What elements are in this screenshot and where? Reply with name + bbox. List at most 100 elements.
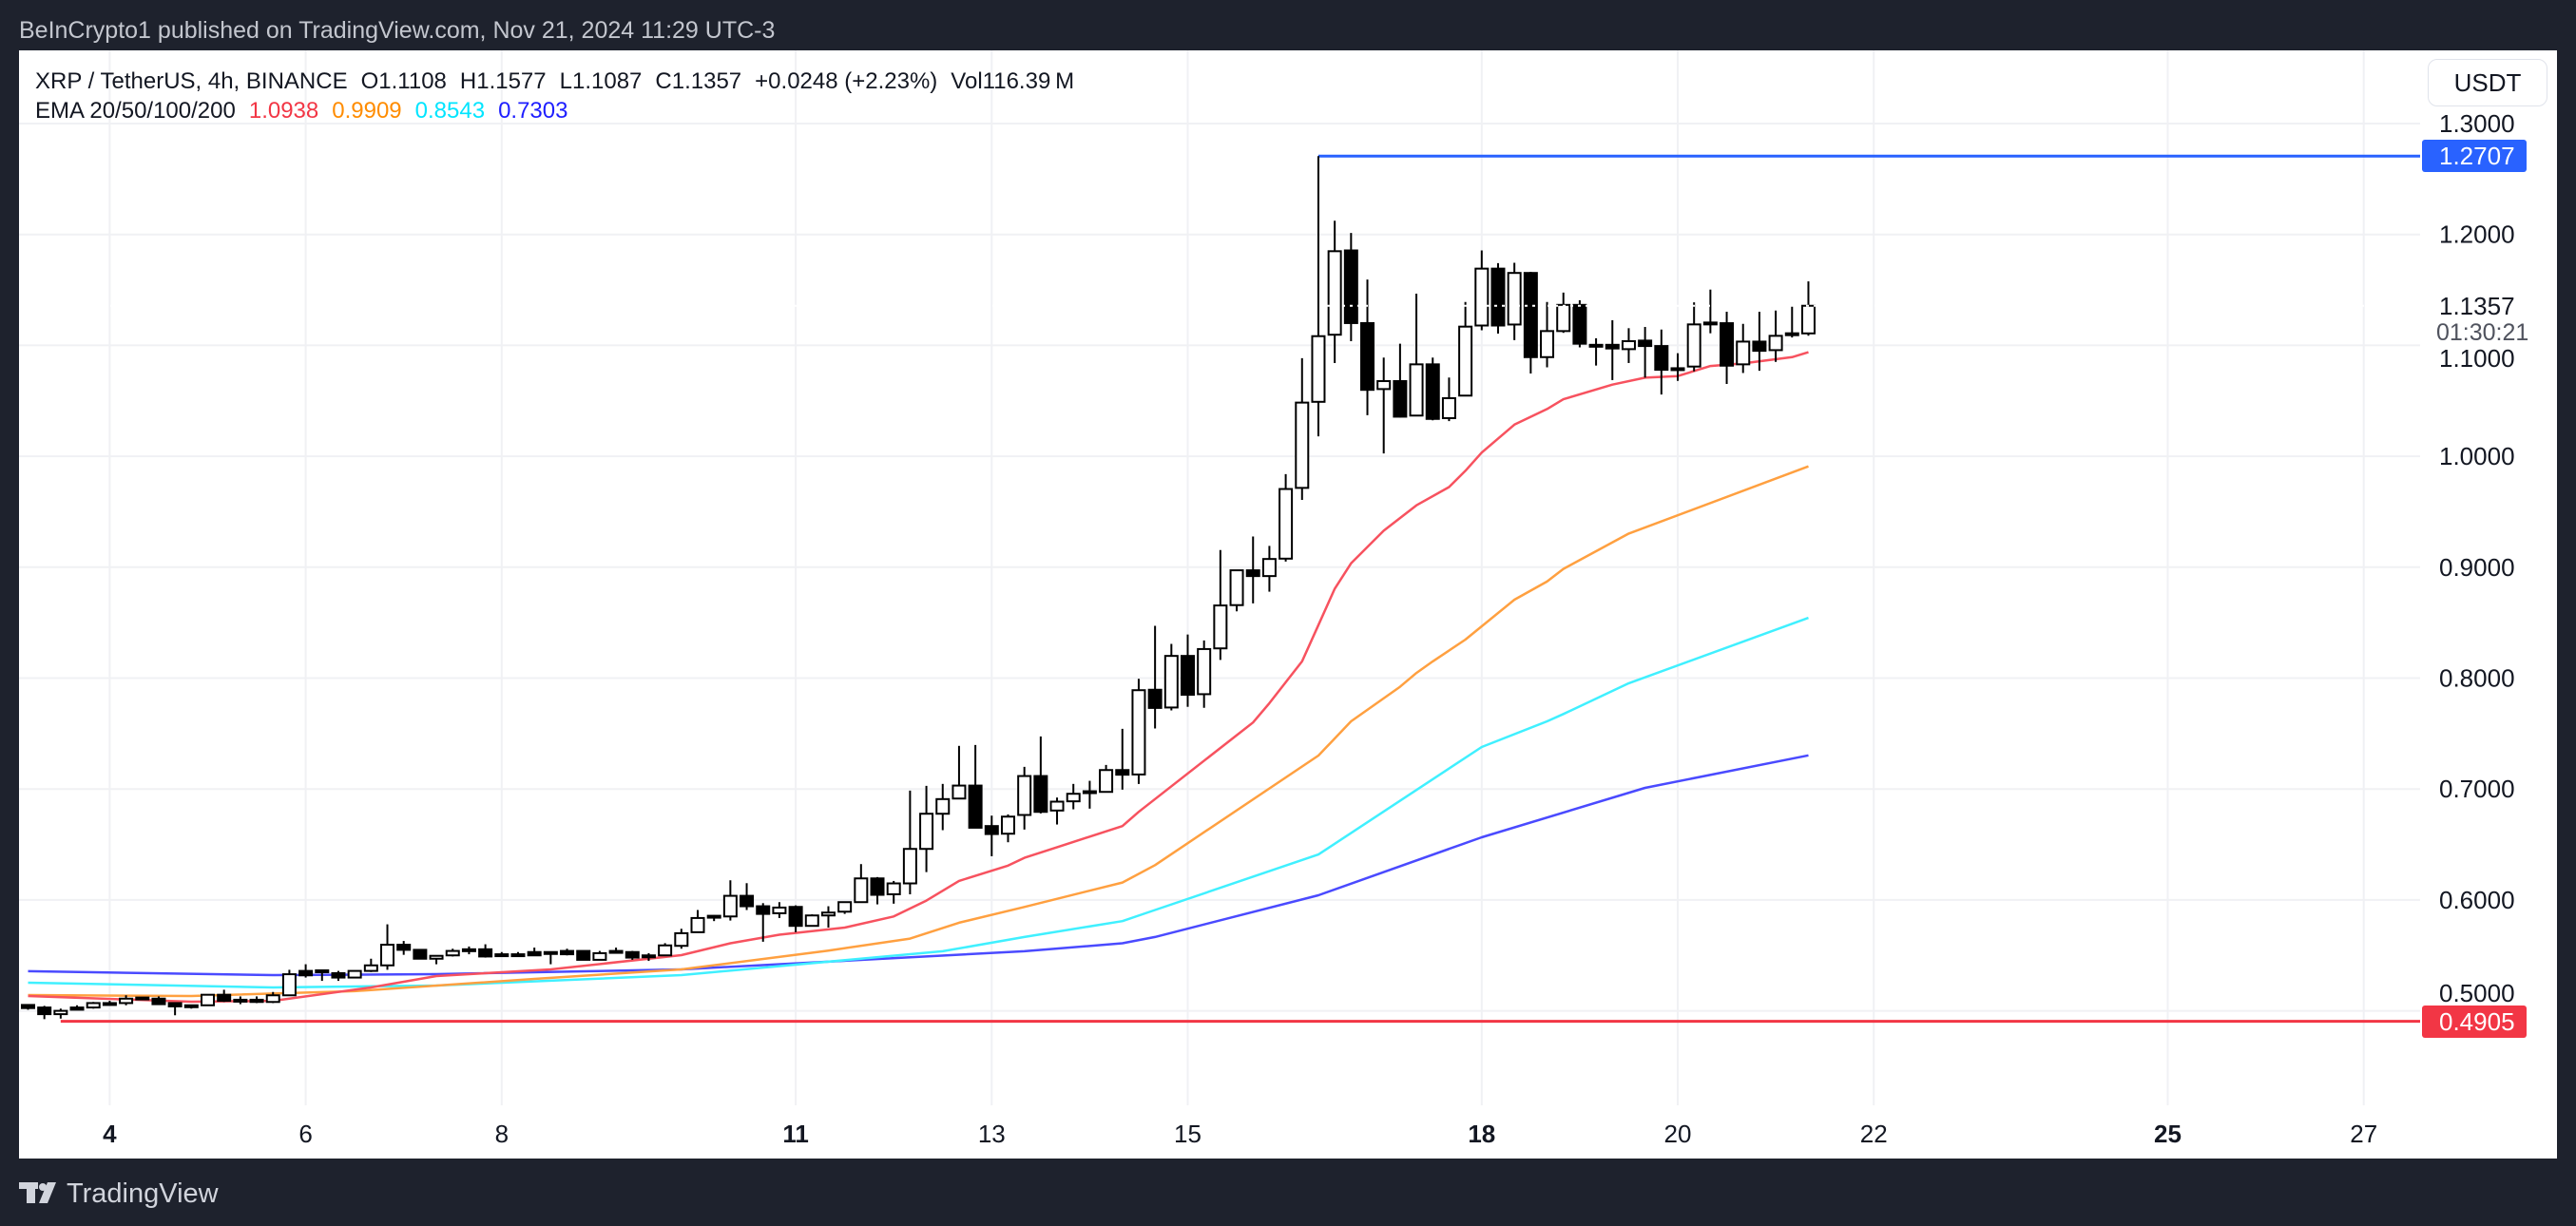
date-tick-label: 8 (495, 1120, 509, 1148)
tradingview-logo[interactable]: TradingView (67, 1178, 219, 1210)
candle-body-up (445, 949, 460, 957)
date-tick-label: 27 (2350, 1120, 2377, 1148)
candle (347, 969, 362, 979)
date-tick-label: 11 (782, 1120, 809, 1148)
ema-50-value: 0.9909 (332, 98, 402, 124)
candle (461, 946, 476, 955)
candle (952, 745, 967, 800)
candle-body-down (1181, 655, 1195, 697)
candle-body-down (968, 784, 983, 829)
candle (1327, 220, 1342, 363)
candle-body-up (1507, 272, 1522, 326)
candle (1638, 327, 1653, 378)
candle-body-down (151, 997, 166, 1006)
candle-body-down (1638, 339, 1653, 348)
candle-body-up (820, 911, 836, 917)
date-tick-label: 15 (1174, 1120, 1201, 1148)
candle (1507, 262, 1522, 340)
candle-body-down (1245, 569, 1260, 578)
ema-legend[interactable]: EMA 20/50/100/200 1.0938 0.9909 0.8543 0… (35, 98, 567, 125)
candle (167, 1002, 183, 1016)
candle (1033, 736, 1048, 814)
candle-body-down (1343, 249, 1358, 324)
candle (1000, 814, 1015, 843)
candle-body-down (298, 969, 314, 977)
ema-200-value: 0.7303 (498, 98, 568, 124)
candle (1229, 569, 1244, 612)
candle-body-down (788, 906, 803, 928)
candle-body-down (413, 948, 428, 960)
candle-body-up (1163, 655, 1179, 709)
currency-button[interactable]: USDT (2428, 59, 2547, 106)
candle (233, 996, 248, 1005)
candle (1393, 343, 1408, 418)
candle (69, 1005, 85, 1011)
candle (1017, 766, 1032, 830)
candle-body-down (217, 993, 232, 1003)
candle-body-up (1702, 321, 1718, 326)
support-price-label: 0.4905 (2439, 1007, 2515, 1036)
candle-body-up (935, 797, 951, 815)
candle-body-up (1621, 339, 1636, 351)
candle-body-up (1736, 340, 1751, 366)
candle (396, 941, 412, 955)
candle-body-up (722, 894, 738, 918)
candle-body-down (249, 998, 264, 1004)
candle (722, 880, 738, 921)
candle (756, 903, 771, 942)
candle (201, 993, 215, 1006)
candle (265, 991, 280, 1004)
candle (820, 906, 836, 928)
last-price-label: 1.1357 (2439, 292, 2515, 320)
candle-body-down (560, 949, 575, 956)
candle (837, 901, 853, 914)
candle-body-down (331, 971, 346, 979)
ema-lines (28, 351, 1809, 1004)
candle-body-up (53, 1009, 68, 1016)
symbol-legend[interactable]: XRP / TetherUS, 4h, BINANCE O1.1108 H1.1… (35, 68, 1074, 95)
candle (1621, 328, 1636, 363)
candle (641, 952, 656, 962)
candle-body-down (1720, 322, 1735, 367)
candle-body-down (527, 950, 542, 957)
ema-20-line (28, 351, 1809, 1004)
candle (315, 969, 330, 982)
ohlc-volume: Vol116.39 M (951, 68, 1075, 94)
candle-body-up (1213, 604, 1228, 650)
time-axis[interactable]: 4 6 8 11 13 15 18 20 22 25 27 (103, 1120, 2377, 1148)
candle-body-up (265, 994, 280, 1004)
candle (935, 783, 951, 831)
publish-info: BeInCrypto1 published on TradingView.com… (19, 17, 776, 44)
candle-body-down (1393, 379, 1408, 418)
candle-body-down (1033, 775, 1048, 814)
candle (217, 989, 232, 1003)
candle-body-up (201, 993, 215, 1006)
price-tick-label: 0.8000 (2439, 664, 2515, 693)
candle-body-up (1049, 800, 1065, 812)
candle-body-up (674, 931, 689, 948)
price-tick-label: 0.5000 (2439, 979, 2515, 1007)
candle-body-down (1523, 272, 1538, 358)
candle-body-up (1000, 815, 1015, 835)
resistance-price-label: 1.2707 (2439, 142, 2515, 170)
candle (429, 954, 444, 965)
ohlc-open: O1.1108 (360, 68, 447, 94)
candle (1376, 357, 1392, 454)
candle-body-down (37, 1006, 52, 1016)
candle-body-up (1066, 793, 1081, 803)
bar-countdown: 01:30:21 (2436, 319, 2528, 346)
candle-body-down (20, 1004, 35, 1009)
candle (1163, 643, 1179, 711)
price-axis[interactable]: 1.3000 1.2000 1.1000 1.0000 0.9000 0.8000 0.70… (2439, 109, 2515, 1007)
candle-body-up (1784, 332, 1799, 336)
date-tick-label: 6 (298, 1120, 312, 1148)
candle-body-up (86, 1002, 101, 1009)
candle (151, 996, 166, 1006)
ema-title[interactable]: EMA 20/50/100/200 (35, 98, 236, 124)
candle (1458, 301, 1473, 397)
candle (445, 948, 460, 957)
candle-body-down (1147, 688, 1163, 709)
ohlc-close: C1.1357 (655, 68, 742, 94)
symbol-title[interactable]: XRP / TetherUS, 4h, BINANCE (35, 68, 348, 94)
